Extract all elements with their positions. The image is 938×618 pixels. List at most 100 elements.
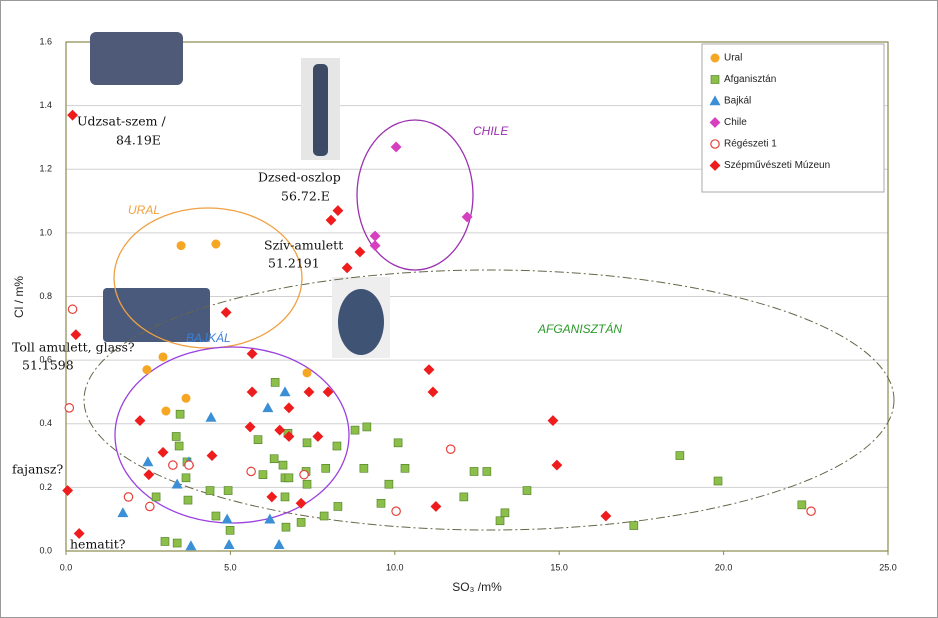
point — [271, 378, 279, 386]
point — [169, 461, 177, 469]
point — [300, 470, 308, 478]
point — [176, 410, 184, 418]
point — [173, 539, 181, 547]
point — [360, 464, 368, 472]
x-tick-label: 10.0 — [386, 562, 404, 572]
x-tick-label: 20.0 — [715, 562, 733, 572]
annotation: AFGANISZTÁN — [537, 321, 622, 336]
photo — [338, 289, 384, 355]
point — [303, 439, 311, 447]
point — [247, 467, 255, 475]
point — [212, 240, 220, 248]
point — [146, 502, 154, 510]
point — [279, 461, 287, 469]
annotation: Udzsat-szem / — [77, 114, 166, 129]
x-tick-label: 25.0 — [879, 562, 897, 572]
x-tick-label: 5.0 — [224, 562, 237, 572]
legend-label: Afganisztán — [724, 74, 776, 85]
legend-marker — [711, 54, 719, 62]
annotation: 51.1598 — [22, 358, 74, 373]
point — [363, 423, 371, 431]
point — [254, 436, 262, 444]
point — [143, 365, 151, 373]
annotation: BAJKÁL — [186, 330, 231, 345]
point — [333, 442, 341, 450]
point — [259, 471, 267, 479]
point — [392, 507, 400, 515]
y-tick-label: 0.4 — [39, 418, 52, 428]
legend-label: Bajkál — [724, 96, 751, 107]
point — [446, 445, 454, 453]
point — [159, 353, 167, 361]
legend-label: Szépművészeti Múzeun — [724, 160, 830, 171]
point — [226, 526, 234, 534]
point — [152, 493, 160, 501]
annotation: 51.2191 — [268, 256, 320, 271]
x-tick-label: 0.0 — [60, 562, 73, 572]
x-axis-title: SO₃ /m% — [452, 580, 502, 594]
point — [285, 474, 293, 482]
x-tick-label: 15.0 — [550, 562, 568, 572]
point — [161, 537, 169, 545]
point — [470, 467, 478, 475]
point — [303, 369, 311, 377]
y-tick-label: 0.2 — [39, 482, 52, 492]
chart: 0.00.20.40.60.81.01.21.41.60.05.010.015.… — [0, 0, 938, 618]
point — [630, 522, 638, 530]
point — [401, 464, 409, 472]
point — [523, 487, 531, 495]
point — [394, 439, 402, 447]
point — [206, 487, 214, 495]
point — [270, 455, 278, 463]
annotation: Szív-amulett — [264, 238, 343, 253]
point — [212, 512, 220, 520]
legend-marker — [711, 140, 719, 148]
annotation: Dzsed-oszlop — [258, 170, 341, 185]
point — [224, 487, 232, 495]
point — [385, 480, 393, 488]
legend-label: Chile — [724, 117, 747, 128]
point — [676, 452, 684, 460]
point — [162, 407, 170, 415]
y-tick-label: 1.6 — [39, 36, 52, 46]
y-tick-label: 1.4 — [39, 100, 52, 110]
photo — [313, 64, 328, 156]
point — [322, 464, 330, 472]
point — [496, 517, 504, 525]
y-tick-label: 1.0 — [39, 227, 52, 237]
point — [501, 509, 509, 517]
annotation: CHILE — [473, 124, 509, 138]
legend-label: Régészeti 1 — [724, 139, 777, 150]
point — [182, 394, 190, 402]
legend-label: Ural — [724, 53, 742, 64]
point — [377, 499, 385, 507]
annotation: Toll amulett, glass? — [12, 340, 135, 355]
photo — [90, 32, 183, 85]
point — [177, 241, 185, 249]
point — [175, 442, 183, 450]
y-tick-label: 0.0 — [39, 545, 52, 555]
point — [483, 467, 491, 475]
annotation: 56.72.E — [281, 189, 330, 204]
point — [807, 507, 815, 515]
y-axis-title: Cl / m% — [12, 276, 26, 318]
point — [714, 477, 722, 485]
point — [297, 518, 305, 526]
point — [184, 496, 192, 504]
point — [303, 480, 311, 488]
point — [124, 493, 132, 501]
point — [351, 426, 359, 434]
legend-marker — [711, 76, 719, 84]
point — [281, 493, 289, 501]
point — [185, 461, 193, 469]
point — [65, 404, 73, 412]
point — [282, 523, 290, 531]
point — [68, 305, 76, 313]
y-tick-label: 0.8 — [39, 291, 52, 301]
annotation: fajansz? — [12, 462, 63, 477]
point — [320, 512, 328, 520]
point — [798, 501, 806, 509]
point — [334, 502, 342, 510]
point — [172, 432, 180, 440]
annotation: hematit? — [70, 537, 126, 552]
